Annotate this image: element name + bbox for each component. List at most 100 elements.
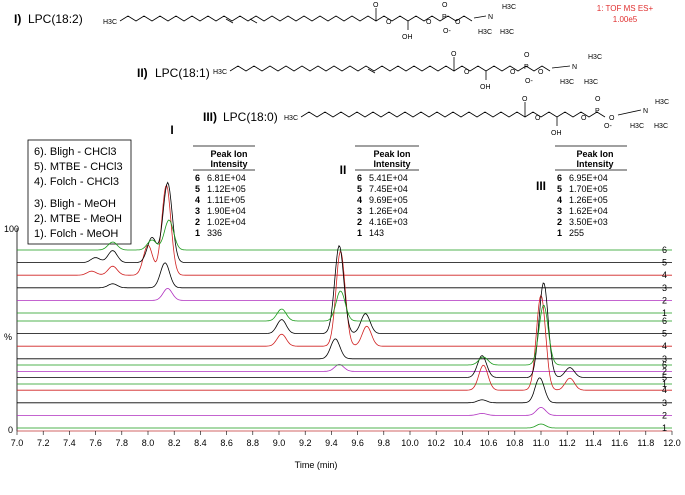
x-tick-label: 11.4	[585, 438, 602, 448]
compound-3-ester-o: O	[535, 115, 541, 122]
peak-table-1-value: 1.02E+04	[207, 217, 246, 227]
x-tick-label: 11.2	[559, 438, 576, 448]
x-tick-label: 10.6	[480, 438, 498, 448]
peak-table-3-header-2: Intensity	[576, 159, 613, 169]
peak-table-3-value: 1.70E+05	[569, 184, 608, 194]
instrument-label: 1: TOF MS ES+	[597, 4, 654, 13]
peak-table-3-trace: 2	[557, 217, 562, 227]
trace-line-III-6	[17, 304, 672, 366]
compound-1-nme3: H3C	[500, 29, 514, 36]
x-tick-label: 9.0	[273, 438, 286, 448]
compound-1-ch3: H3C	[103, 19, 117, 26]
compound-2-ch3: H3C	[213, 69, 227, 76]
trace-line-III-1	[17, 423, 672, 429]
compound-2-o1: O	[510, 69, 516, 76]
peak-table-1-value: 1.12E+05	[207, 184, 246, 194]
peak-table-2-trace: 2	[357, 217, 362, 227]
peak-table-2-value: 4.16E+03	[369, 217, 408, 227]
peak-table-2-value: 1.26E+04	[369, 206, 408, 216]
peak-table-3-value: 6.95E+04	[569, 173, 608, 183]
trace-label: 5	[662, 329, 667, 339]
trace-label: 4	[662, 270, 667, 280]
compound-2-structure: II) LPC(18:1) H3C O O OH O P O O- O N H3…	[137, 51, 602, 91]
legend-item-3: 3). Bligh - MeOH	[34, 198, 116, 210]
trace-label: 3	[662, 354, 667, 364]
x-ticks: 7.0 7.2 7.4 7.6 7.8 8.0 8.2 8.4 8.6 8.8 9.0 9.2 9.4 9…	[11, 431, 681, 448]
compound-2-carbonyl-o: O	[451, 51, 457, 58]
peak-label-3: III	[536, 179, 546, 193]
x-tick-label: 11.6	[611, 438, 628, 448]
compound-1-oh: OH	[402, 34, 413, 41]
trace-label: 2	[662, 295, 667, 305]
compound-3-nme3: H3C	[654, 123, 668, 130]
peak-table-2-trace: 4	[357, 195, 362, 205]
compound-1-ester-o: O	[386, 19, 392, 26]
peak-table-3-value: 1.62E+04	[569, 206, 608, 216]
instrument-scale: 1.00e5	[613, 15, 638, 24]
compound-2-po: O	[524, 52, 530, 59]
trace-label: 4	[662, 341, 667, 351]
peak-table-1-trace: 6	[195, 173, 200, 183]
compound-1-name: LPC(18:2)	[28, 12, 83, 26]
compound-1-o1: O	[426, 19, 432, 26]
peak-table-1-value: 6.81E+04	[207, 173, 246, 183]
x-tick-label: 8.6	[220, 438, 233, 448]
peak-table-1-trace: 5	[195, 184, 200, 194]
x-tick-label: 12.0	[663, 438, 681, 448]
peak-table-3-value: 1.26E+05	[569, 195, 608, 205]
x-tick-label: 8.2	[168, 438, 181, 448]
peak-table-2-value: 7.45E+04	[369, 184, 408, 194]
compound-2-pominus: O-	[525, 78, 533, 85]
trace-line-III-3	[17, 377, 672, 404]
compound-3-name: LPC(18:0)	[223, 110, 278, 124]
trace-label: 3	[662, 398, 667, 408]
trace-label: 6	[662, 360, 667, 370]
trace-label: 2	[662, 410, 667, 420]
trace-line-I-4	[17, 184, 672, 276]
x-tick-label: 11.8	[637, 438, 654, 448]
x-tick-label: 8.0	[142, 438, 155, 448]
legend-item-4: 4). Folch - CHCl3	[34, 176, 119, 188]
compound-1-carbonyl-o: O	[373, 2, 379, 9]
compound-1-nme2: H3C	[478, 29, 492, 36]
peak-table-3-trace: 3	[557, 206, 562, 216]
x-tick-label: 10.8	[506, 438, 524, 448]
peak-table-1: Peak Ion Intensity 6 6.81E+04 5 1.12E+05…	[193, 145, 255, 238]
compound-2-numeral: II)	[137, 66, 148, 80]
trace-line-II-2	[17, 363, 672, 372]
trace-label: 1	[662, 308, 667, 318]
compound-3-numeral: III)	[203, 110, 217, 124]
trace-label: 4	[662, 385, 667, 395]
compound-3-o2: O	[609, 115, 615, 122]
peak-table-1-header-2: Intensity	[210, 159, 247, 169]
peak-table-3-value: 3.50E+03	[569, 217, 608, 227]
trace-label: 1	[662, 379, 667, 389]
legend-item-6: 6). Bligh - CHCl3	[34, 146, 117, 158]
compound-2-o2: O	[538, 69, 544, 76]
peak-table-2-trace: 6	[357, 173, 362, 183]
peak-table-3-trace: 1	[557, 228, 562, 238]
peak-table-1-value: 1.11E+05	[207, 195, 245, 205]
trace-label: 3	[662, 283, 667, 293]
trace-line-I-5	[17, 181, 672, 264]
compound-3-nme1: H3C	[655, 99, 669, 106]
legend-item-5: 5). MTBE - CHCl3	[34, 161, 123, 173]
x-tick-label: 8.8	[247, 438, 260, 448]
peak-table-1-value: 336	[207, 228, 222, 238]
y-axis-label: %	[4, 332, 12, 342]
compound-3-structure: III) LPC(18:0) H3C O O OH O P O O- O N H…	[203, 96, 669, 137]
compound-3-n-bond	[617, 109, 642, 116]
trace-label: 5	[662, 258, 667, 268]
trace-line-II-6	[17, 290, 672, 322]
compound-2-ester-o: O	[464, 69, 470, 76]
x-tick-label: 11.0	[533, 438, 550, 448]
x-tick-label: 9.4	[325, 438, 338, 448]
trace-line-II-5	[17, 244, 672, 335]
x-tick-label: 9.6	[351, 438, 364, 448]
compound-2-nme2: H3C	[560, 79, 574, 86]
compound-3-p: P	[595, 108, 600, 115]
peak-table-2-header-2: Intensity	[373, 159, 410, 169]
x-tick-label: 10.2	[427, 438, 445, 448]
